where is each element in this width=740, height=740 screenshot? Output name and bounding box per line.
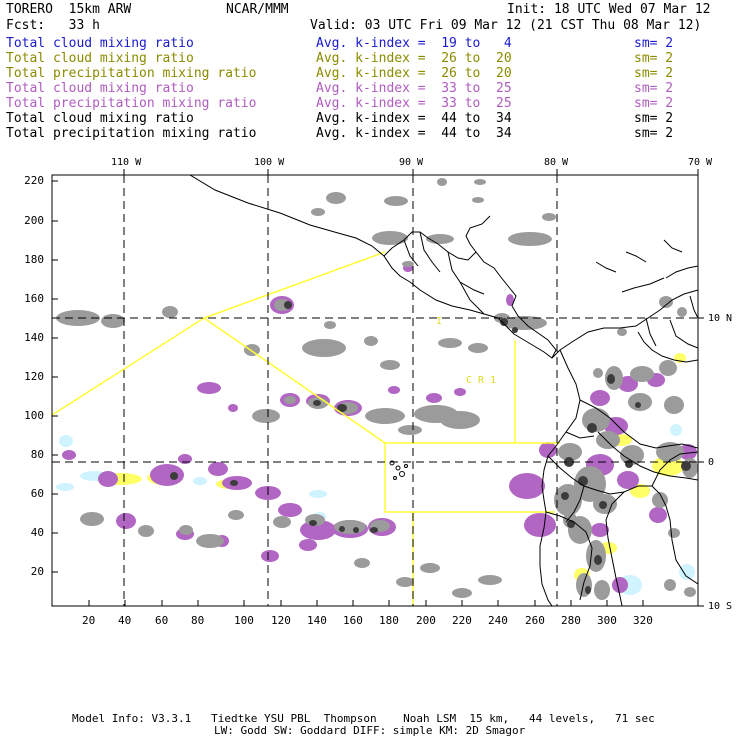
y-tick-label: 100 (24, 409, 44, 422)
region-annotation-i: I (436, 316, 442, 327)
x-tick-label: 300 (597, 614, 617, 627)
x-tick-label: 80 (191, 614, 205, 627)
legend-field: Total precipitation mixing ratio (6, 66, 257, 81)
legend-smoothing: sm= 2 (634, 36, 674, 51)
y-tick-label: 80 (30, 448, 44, 461)
y-tick-label: 220 (24, 174, 44, 187)
lat-label: 10 S (708, 601, 733, 612)
lon-label: 110 W (111, 157, 142, 168)
map-frame (51, 174, 699, 607)
legend-row: Total cloud mixing ratio Avg. k-index = … (6, 111, 726, 126)
legend-row: Total precipitation mixing ratio Avg. k-… (6, 96, 726, 111)
field-layer (52, 175, 698, 606)
lat-label: 10 N (708, 313, 733, 324)
legend-index: Avg. k-index = 26 to 20 (316, 51, 512, 66)
graticule (52, 175, 698, 606)
y-tick-label: 120 (24, 370, 44, 383)
x-tick-label: 240 (488, 614, 508, 627)
legend-index: Avg. k-index = 19 to 4 (316, 36, 512, 51)
legend-smoothing: sm= 2 (634, 51, 674, 66)
legend-field: Total cloud mixing ratio (6, 111, 194, 126)
physics-info: LW: Godd SW: Goddard DIFF: simple KM: 2D… (214, 724, 526, 737)
lon-label: 90 W (399, 157, 424, 168)
x-tick-label: 60 (155, 614, 169, 627)
legend-field: Total cloud mixing ratio (6, 36, 194, 51)
y-tick-label: 160 (24, 292, 44, 305)
x-tick-label: 220 (452, 614, 472, 627)
model-title: TORERO 15km ARW (6, 2, 132, 17)
y-tick-label: 40 (30, 526, 44, 539)
legend-index: Avg. k-index = 33 to 25 (316, 96, 512, 111)
valid-time: Valid: 03 UTC Fri 09 Mar 12 (21 CST Thu … (310, 18, 702, 33)
legend-field: Total cloud mixing ratio (6, 51, 194, 66)
axis-ticks (52, 169, 704, 607)
legend-row: Total precipitation mixing ratio Avg. k-… (6, 126, 726, 141)
y-tick-label: 60 (30, 487, 44, 500)
y-tick-label: 200 (24, 214, 44, 227)
legend-row: Total cloud mixing ratio Avg. k-index = … (6, 51, 726, 66)
legend-field: Total precipitation mixing ratio (6, 96, 257, 111)
legend-smoothing: sm= 2 (634, 111, 674, 126)
x-tick-label: 160 (343, 614, 363, 627)
x-tick-label: 320 (633, 614, 653, 627)
forecast-hour: Fcst: 33 h (6, 18, 100, 33)
legend-index: Avg. k-index = 26 to 20 (316, 66, 512, 81)
legend-smoothing: sm= 2 (634, 96, 674, 111)
x-tick-label: 40 (118, 614, 132, 627)
legend-row: Total cloud mixing ratio Avg. k-index = … (6, 36, 726, 51)
legend-index: Avg. k-index = 33 to 25 (316, 81, 512, 96)
x-tick-label: 140 (307, 614, 327, 627)
y-tick-label: 180 (24, 253, 44, 266)
x-tick-label: 20 (82, 614, 96, 627)
region-annotation: C R 1 (466, 375, 496, 386)
x-tick-label: 260 (525, 614, 545, 627)
legend-row: Total cloud mixing ratio Avg. k-index = … (6, 81, 726, 96)
y-tick-label: 140 (24, 331, 44, 344)
y-tick-label: 20 (30, 565, 44, 578)
legend-smoothing: sm= 2 (634, 66, 674, 81)
legend-smoothing: sm= 2 (634, 126, 674, 141)
legend-smoothing: sm= 2 (634, 81, 674, 96)
legend-index: Avg. k-index = 44 to 34 (316, 111, 512, 126)
x-tick-label: 100 (234, 614, 254, 627)
lon-label: 70 W (688, 157, 713, 168)
dark-core-areas (170, 301, 691, 594)
legend-row: Total precipitation mixing ratio Avg. k-… (6, 66, 726, 81)
lon-label: 80 W (544, 157, 569, 168)
init-time: Init: 18 UTC Wed 07 Mar 12 (507, 2, 711, 17)
lon-label: 100 W (254, 157, 285, 168)
x-tick-label: 280 (561, 614, 581, 627)
lat-label: 0 (708, 457, 715, 468)
x-tick-label: 180 (379, 614, 399, 627)
coastlines (189, 175, 698, 606)
x-tick-label: 200 (416, 614, 436, 627)
legend-field: Total cloud mixing ratio (6, 81, 194, 96)
x-tick-label: 120 (271, 614, 291, 627)
model-info: Model Info: V3.3.1 Tiedtke YSU PBL Thomp… (72, 712, 655, 725)
legend-field: Total precipitation mixing ratio (6, 126, 257, 141)
center-label: NCAR/MMM (226, 2, 289, 17)
legend-index: Avg. k-index = 44 to 34 (316, 126, 512, 141)
